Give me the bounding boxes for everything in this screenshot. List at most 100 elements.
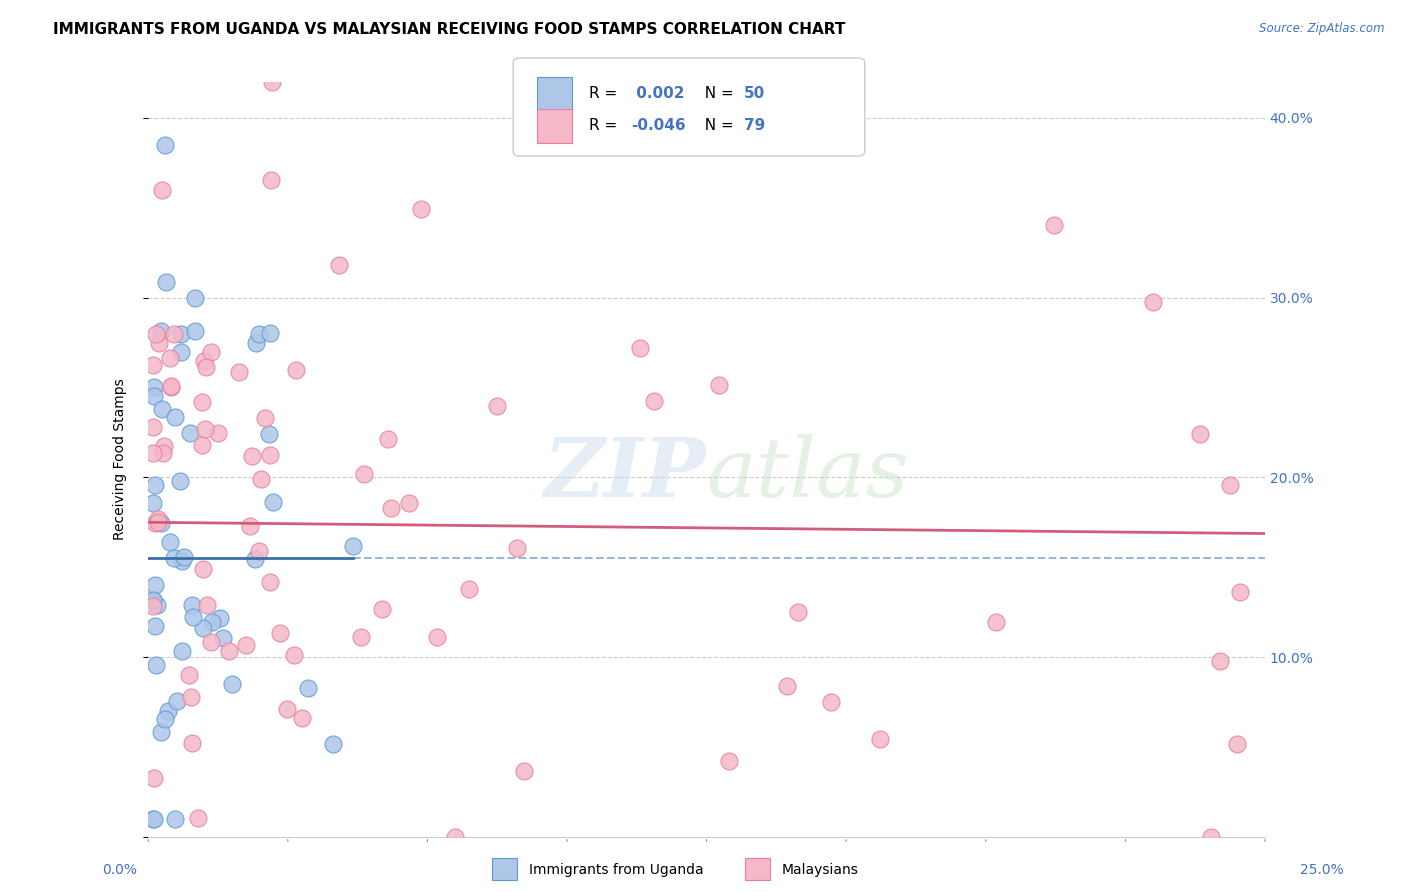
Point	[142, 592, 165, 607]
Point	[259, 448, 281, 462]
Text: 79: 79	[744, 119, 765, 133]
Point	[142, 446, 165, 460]
Point	[291, 711, 314, 725]
Point	[350, 630, 373, 644]
Point	[247, 327, 270, 342]
Point	[149, 724, 172, 739]
Point	[191, 395, 214, 409]
Point	[159, 380, 181, 394]
Text: Source: ZipAtlas.com: Source: ZipAtlas.com	[1260, 22, 1385, 36]
Point	[444, 830, 467, 844]
Point	[150, 516, 173, 531]
Point	[718, 755, 741, 769]
Point	[143, 380, 166, 394]
Point	[143, 619, 166, 633]
Point	[1142, 295, 1164, 310]
Point	[707, 378, 730, 392]
Point	[143, 771, 166, 785]
Point	[142, 419, 165, 434]
Point	[170, 554, 193, 568]
Point	[145, 657, 167, 672]
Point	[153, 439, 176, 453]
Point	[153, 137, 176, 152]
Point	[142, 593, 165, 607]
Point	[177, 668, 200, 682]
Point	[146, 598, 169, 612]
Point	[297, 681, 319, 695]
Point	[165, 409, 187, 424]
Text: N =: N =	[695, 119, 738, 133]
Point	[1219, 478, 1241, 492]
Point	[170, 326, 193, 341]
Point	[377, 432, 399, 446]
Point	[195, 598, 218, 612]
Point	[149, 324, 172, 338]
Text: ZIP: ZIP	[544, 434, 707, 515]
Point	[322, 737, 344, 751]
Point	[249, 472, 271, 486]
Point	[276, 702, 298, 716]
Point	[195, 359, 218, 374]
Point	[142, 812, 165, 826]
Point	[152, 446, 174, 460]
Text: 0.0%: 0.0%	[103, 863, 136, 877]
Point	[643, 394, 665, 409]
Point	[163, 550, 186, 565]
Point	[180, 736, 202, 750]
Point	[145, 478, 167, 492]
Point	[194, 421, 217, 435]
Point	[458, 582, 481, 596]
Point	[193, 353, 215, 368]
Point	[169, 474, 191, 488]
Point	[513, 764, 536, 778]
Point	[820, 694, 842, 708]
Point	[380, 500, 402, 515]
Point	[142, 496, 165, 510]
Point	[201, 615, 224, 630]
Point	[142, 812, 165, 826]
Text: R =: R =	[589, 87, 623, 101]
Point	[159, 351, 181, 366]
Point	[160, 379, 183, 393]
Point	[170, 345, 193, 359]
Point	[260, 173, 283, 187]
Text: 0.002: 0.002	[631, 87, 685, 101]
Point	[207, 426, 229, 441]
Point	[1199, 830, 1222, 844]
Point	[262, 495, 284, 509]
Point	[426, 630, 449, 644]
Text: 25.0%: 25.0%	[1299, 863, 1344, 877]
Point	[249, 544, 271, 558]
Point	[187, 811, 209, 825]
Point	[239, 519, 262, 533]
Point	[1226, 737, 1249, 751]
Point	[259, 574, 281, 589]
Point	[157, 704, 180, 718]
Point	[184, 291, 207, 305]
Text: Immigrants from Uganda: Immigrants from Uganda	[529, 863, 703, 877]
Y-axis label: Receiving Food Stamps: Receiving Food Stamps	[114, 378, 128, 541]
Point	[787, 605, 810, 619]
Point	[260, 75, 283, 89]
Point	[181, 610, 204, 624]
Point	[180, 690, 202, 704]
Point	[371, 601, 394, 615]
Point	[142, 599, 165, 613]
Point	[163, 812, 186, 826]
Point	[170, 644, 193, 658]
Point	[254, 410, 277, 425]
Point	[184, 324, 207, 338]
Text: -0.046: -0.046	[631, 119, 686, 133]
Point	[146, 512, 169, 526]
Point	[200, 635, 222, 649]
Point	[211, 631, 233, 645]
Text: N =: N =	[695, 87, 738, 101]
Point	[342, 539, 364, 553]
Point	[193, 561, 215, 575]
Point	[776, 679, 799, 693]
Point	[181, 599, 204, 613]
Point	[150, 183, 173, 197]
Text: atlas: atlas	[707, 434, 908, 515]
Point	[1209, 654, 1232, 668]
Point	[191, 438, 214, 452]
